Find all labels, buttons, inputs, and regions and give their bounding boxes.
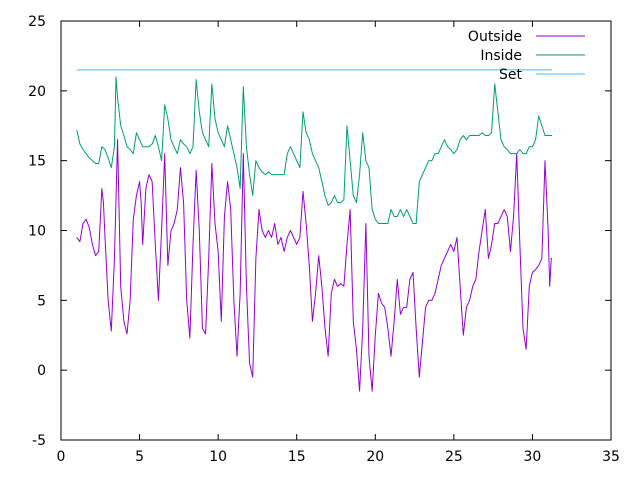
plot-series: [76, 69, 553, 392]
x-tick-label: 30: [524, 449, 542, 465]
x-tick-label: 5: [135, 449, 144, 465]
tick-labels: 0 5 10 15 20 25 30 35 -5 0 5 10 15 20 25: [28, 14, 620, 465]
y-tick-label: -5: [32, 433, 46, 449]
x-tick-label: 35: [602, 449, 620, 465]
y-tick-label: 20: [28, 84, 46, 100]
series-line-inside: [76, 76, 553, 225]
x-tick-label: 10: [209, 449, 227, 465]
series-line-outside: [76, 139, 553, 392]
y-tick-label: 10: [28, 224, 46, 240]
x-tick-label: 15: [288, 449, 306, 465]
y-tick-label: 25: [28, 14, 46, 30]
x-tick-label: 0: [57, 449, 66, 465]
y-tick-label: 15: [28, 154, 46, 170]
legend-label-outside: Outside: [468, 29, 522, 45]
axis-ticks: [60, 20, 612, 441]
y-tick-label: 5: [37, 293, 46, 309]
x-tick-label: 25: [445, 449, 463, 465]
legend-label-set: Set: [499, 67, 523, 83]
y-tick-label: 0: [37, 363, 46, 379]
legend: Outside Inside Set: [468, 29, 585, 83]
legend-label-inside: Inside: [480, 48, 522, 64]
x-tick-label: 20: [366, 449, 384, 465]
